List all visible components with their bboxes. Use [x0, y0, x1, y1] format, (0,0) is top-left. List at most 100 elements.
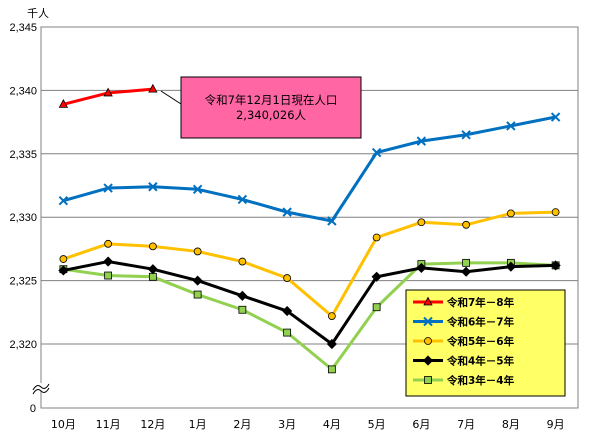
callout-line-2: 2,340,026人 [236, 108, 307, 122]
legend-item: 令和3年－4年 [413, 374, 515, 387]
data-point [327, 216, 337, 226]
data-point [237, 194, 248, 205]
series-line [63, 261, 556, 371]
x-tick-label: 12月 [140, 418, 165, 431]
x-axis: 10月 11月 12月 1月 2月 3月 4月 5月 6月 7月 8月 9月 [51, 418, 565, 431]
data-point [193, 247, 202, 256]
data-point [327, 365, 336, 374]
data-point [372, 303, 381, 312]
data-point [58, 265, 69, 276]
series-line [62, 210, 556, 318]
data-point [326, 338, 337, 350]
y-tick-label: 2,330 [9, 212, 37, 224]
data-point [148, 242, 157, 251]
data-point [416, 136, 427, 146]
legend-marker [422, 355, 434, 366]
data-point [282, 305, 293, 317]
callout-box [180, 76, 362, 139]
data-point [103, 87, 113, 97]
data-point [282, 207, 292, 217]
legend-marker [423, 296, 433, 306]
data-point [238, 305, 247, 314]
data-point [192, 184, 203, 195]
data-point [283, 274, 292, 282]
y-tick-label: 2,345 [9, 22, 37, 34]
data-point [462, 220, 471, 229]
data-point [461, 266, 472, 277]
data-point [506, 121, 516, 131]
x-tick-label: 1月 [189, 418, 207, 431]
legend-label: 令和3年－4年 [446, 374, 515, 387]
legend-box [405, 289, 566, 397]
data-point [372, 233, 381, 242]
series-layer [58, 83, 561, 374]
y-tick-label: 2,335 [9, 149, 37, 161]
series-2 [58, 112, 561, 226]
x-tick-label: 9月 [547, 418, 565, 431]
data-point [461, 130, 471, 140]
data-point [550, 260, 561, 271]
x-tick-label: 8月 [502, 418, 520, 431]
x-tick-label: 10月 [51, 418, 76, 431]
y-tick-label: 2,340 [9, 85, 37, 97]
data-point [148, 83, 158, 93]
legend-item: 令和7年－8年 [413, 296, 515, 309]
data-point [416, 262, 427, 273]
series-4 [58, 256, 561, 350]
y-tick-label: 2,325 [9, 276, 37, 288]
x-tick-label: 4月 [323, 418, 341, 431]
series-1 [58, 83, 158, 108]
legend-label: 令和6年－7年 [446, 316, 515, 329]
data-point [104, 239, 113, 248]
callout-pointer [160, 90, 182, 105]
data-point [192, 275, 203, 286]
data-point [462, 258, 471, 267]
data-point [505, 261, 516, 272]
data-point [371, 271, 382, 282]
data-point [327, 312, 336, 321]
callout-line-1: 令和7年12月1日現在人口 [205, 93, 338, 107]
axis-break-mark [32, 383, 50, 395]
data-point [148, 182, 158, 192]
data-point [103, 183, 113, 193]
legend-marker [424, 337, 432, 345]
data-point [104, 271, 113, 280]
data-point [371, 147, 382, 158]
data-point [58, 196, 69, 206]
x-tick-label: 5月 [368, 418, 386, 431]
y-zero-label: 0 [30, 403, 36, 415]
data-point [283, 328, 292, 337]
data-point [417, 218, 426, 227]
legend-label: 令和4年－5年 [446, 355, 515, 368]
series-line [63, 260, 556, 346]
data-point [506, 209, 515, 218]
data-point [58, 98, 69, 108]
legend-marker [423, 316, 433, 327]
x-tick-label: 11月 [96, 418, 121, 431]
callout-annotation: 令和7年12月1日現在人口 2,340,026人 [160, 76, 362, 139]
legend-item: 令和6年－7年 [413, 316, 515, 329]
legend-label: 令和7年－8年 [446, 296, 515, 309]
data-point [238, 257, 247, 266]
data-point [237, 290, 248, 301]
x-tick-label: 6月 [412, 418, 430, 431]
data-point [103, 256, 114, 267]
y-tick-label: 2,320 [9, 339, 37, 351]
data-point [148, 272, 157, 281]
series-3 [59, 208, 560, 321]
legend-item: 令和5年－6年 [413, 335, 515, 348]
data-point [59, 255, 68, 263]
legend-item: 令和4年－5年 [413, 355, 515, 368]
x-tick-label: 2月 [233, 418, 251, 431]
x-tick-label: 3月 [278, 418, 296, 431]
y-unit-label: 千人 [27, 7, 49, 20]
data-point [147, 264, 158, 275]
data-point [551, 208, 560, 217]
legend-label: 令和5年－6年 [446, 335, 515, 348]
y-axis: 2,345 2,340 2,335 2,330 2,325 2,320 0 [9, 22, 50, 415]
x-tick-label: 7月 [457, 418, 475, 431]
series-line [62, 115, 556, 223]
